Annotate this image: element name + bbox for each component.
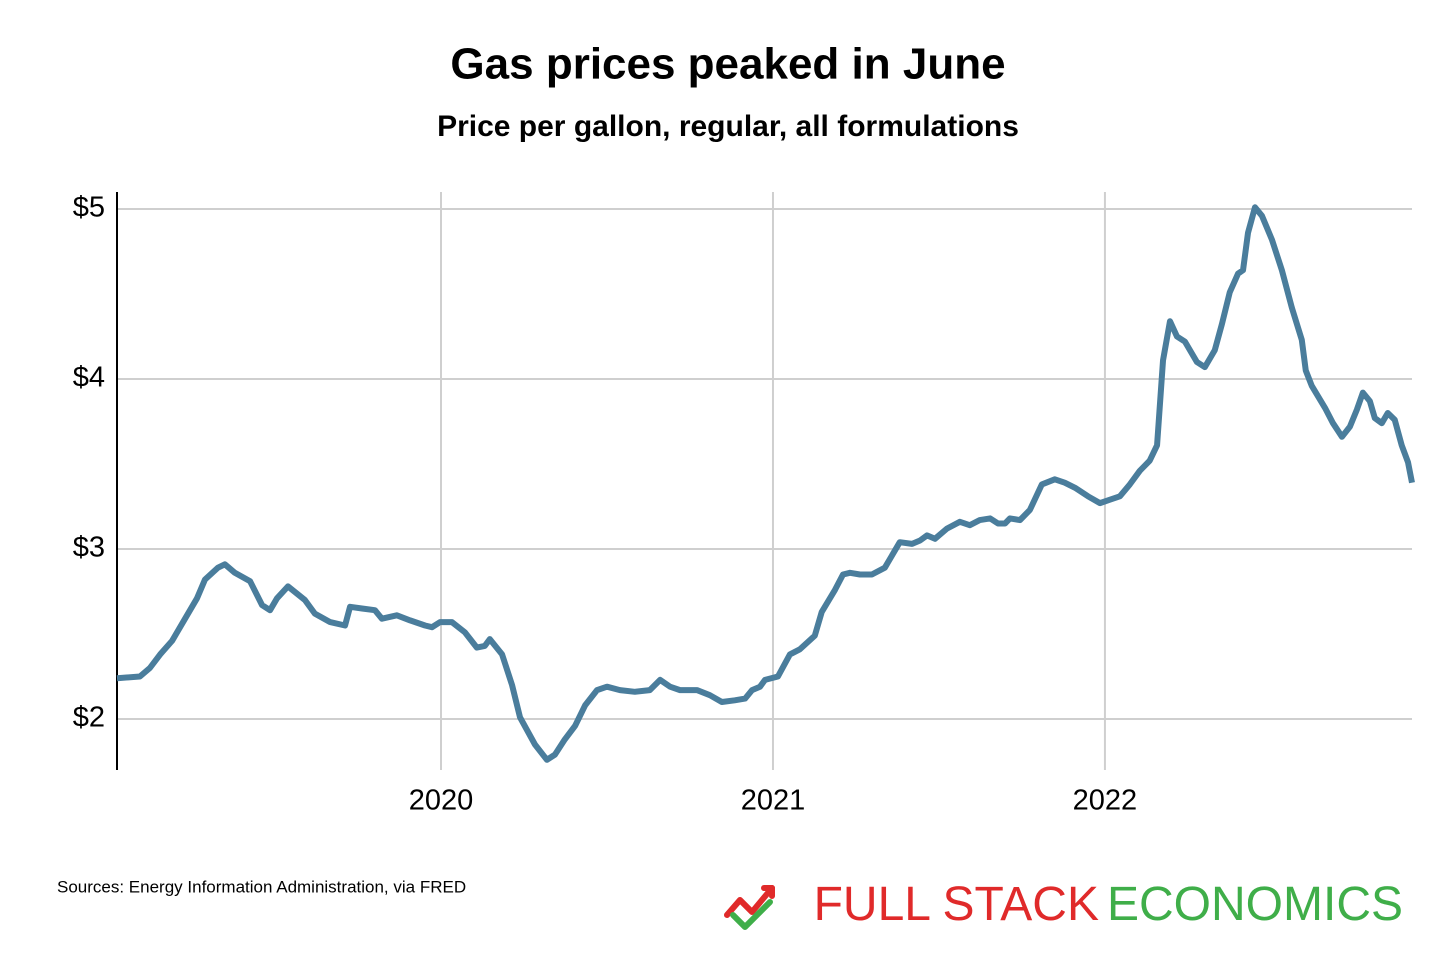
chart-title: Gas prices peaked in June	[450, 40, 1005, 89]
source-note: Sources: Energy Information Administrati…	[57, 877, 466, 896]
y-tick-label: $3	[73, 532, 105, 564]
y-tick-label: $2	[73, 702, 105, 734]
logo-red: FULL STACK	[814, 878, 1099, 931]
chart-subtitle: Price per gallon, regular, all formulati…	[437, 110, 1019, 143]
logo-text: FULL STACK ECONOMICS	[814, 878, 1403, 931]
x-tick-label: 2021	[741, 785, 806, 817]
y-tick-label: $5	[73, 192, 105, 224]
y-tick-label: $4	[73, 362, 105, 394]
price-line	[116, 204, 1415, 763]
x-tick-label: 2022	[1073, 785, 1138, 817]
logo-green: ECONOMICS	[1107, 878, 1403, 931]
logo-icon	[724, 885, 775, 930]
x-tick-label: 2020	[409, 785, 474, 817]
